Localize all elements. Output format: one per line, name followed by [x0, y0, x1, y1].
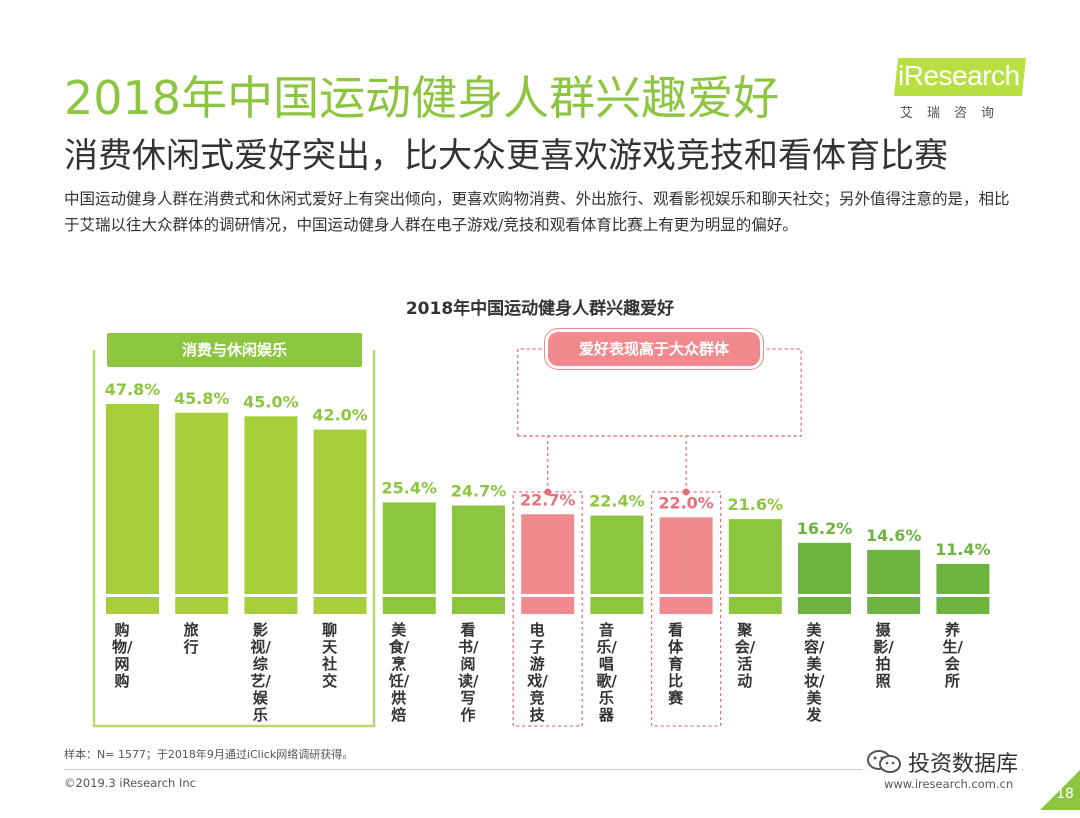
value-label: 21.6%: [728, 495, 784, 514]
bar-separator: [244, 594, 298, 597]
value-label: 42.0%: [312, 405, 368, 424]
wechat-watermark: 投资数据库: [862, 746, 1023, 778]
value-label: 24.7%: [451, 481, 507, 500]
value-label: 22.7%: [520, 490, 576, 509]
bar-separator: [728, 594, 782, 597]
watermark-text: 投资数据库: [908, 752, 1019, 777]
bar: [106, 404, 159, 614]
category-label: 影视/综艺/娱乐: [250, 621, 271, 724]
category-label: 美食/烹饪/烘焙: [388, 621, 410, 724]
bar-separator: [659, 594, 713, 597]
bar-separator: [452, 594, 505, 597]
bar-separator: [798, 594, 851, 597]
page-description: 中国运动健身人群在消费式和休闲式爱好上有突出倾向，更喜欢购物消费、外出旅行、观看…: [64, 190, 1010, 234]
category-label: 聚会/活动: [734, 621, 756, 690]
bar-separator: [936, 594, 990, 597]
category-label: 看书/阅读/写作: [458, 621, 479, 724]
bar-separator: [106, 594, 159, 597]
logo-subtext: 艾瑞咨询: [900, 106, 1009, 121]
value-label: 45.8%: [174, 389, 230, 408]
value-label: 22.4%: [589, 492, 645, 511]
bar: [936, 563, 990, 614]
bar: [659, 517, 713, 614]
bar: [867, 549, 921, 614]
footer-divider: [64, 769, 1024, 770]
bar-separator: [521, 594, 575, 597]
category-label: 购物/网购: [112, 621, 133, 690]
leisure-bracket: [92, 350, 376, 728]
bar: [313, 429, 367, 614]
category-label: 看体育比赛: [668, 621, 684, 707]
category-label: 摄影/拍照: [873, 621, 894, 690]
category-label: 美容/美妆/美发: [804, 621, 825, 724]
category-label: 养生/会所: [942, 621, 963, 690]
leisure-group-label: 消费与休闲娱乐: [107, 333, 362, 367]
copyright: ©2019.3 iResearch Inc: [64, 776, 196, 790]
bar: [175, 412, 229, 614]
value-label: 11.4%: [935, 540, 991, 559]
value-label: 45.0%: [243, 392, 299, 411]
value-label: 22.0%: [658, 493, 714, 512]
highlight-dot: [682, 488, 690, 496]
bar-separator: [867, 594, 921, 597]
highlight-box: [650, 491, 722, 727]
bar-separator: [313, 594, 367, 597]
chart-title: 2018年中国运动健身人群兴趣爱好: [405, 299, 675, 319]
iresearch-logo: iResearch 艾瑞咨询: [894, 58, 1026, 122]
bar-separator: [590, 594, 644, 597]
category-label: 音乐/唱歌/乐器: [596, 621, 617, 724]
page-subtitle: 消费休闲式爱好突出，比大众更喜欢游戏竞技和看体育比赛: [64, 136, 948, 176]
page-title: 2018年中国运动健身人群兴趣爱好: [64, 71, 780, 125]
bar: [590, 515, 644, 614]
bar: [798, 542, 851, 614]
highlight-box: [512, 491, 583, 727]
value-label: 16.2%: [797, 519, 853, 538]
value-label: 47.8%: [105, 380, 161, 399]
highlight-group-label: 爱好表现高于大众群体: [548, 332, 760, 366]
bar: [452, 505, 505, 614]
bar: [521, 514, 575, 614]
website: www.iresearch.com.cn: [884, 777, 1014, 791]
highlight-dot: [544, 488, 552, 496]
wechat-icon: [866, 749, 902, 775]
value-label: 25.4%: [382, 478, 438, 497]
bar-separator: [175, 594, 229, 597]
category-label: 电子游戏/竞技: [527, 621, 548, 724]
sample-note: 样本：N= 1577；于2018年9月通过iClick网络调研获得。: [64, 748, 354, 761]
bar: [728, 519, 782, 614]
value-label: 14.6%: [866, 526, 922, 545]
bar: [244, 416, 298, 614]
category-label: 聊天社交: [322, 621, 338, 690]
category-label: 旅行: [183, 621, 199, 656]
bar: [382, 502, 436, 614]
logo-text: iResearch: [898, 60, 1020, 91]
bar-separator: [382, 594, 436, 597]
